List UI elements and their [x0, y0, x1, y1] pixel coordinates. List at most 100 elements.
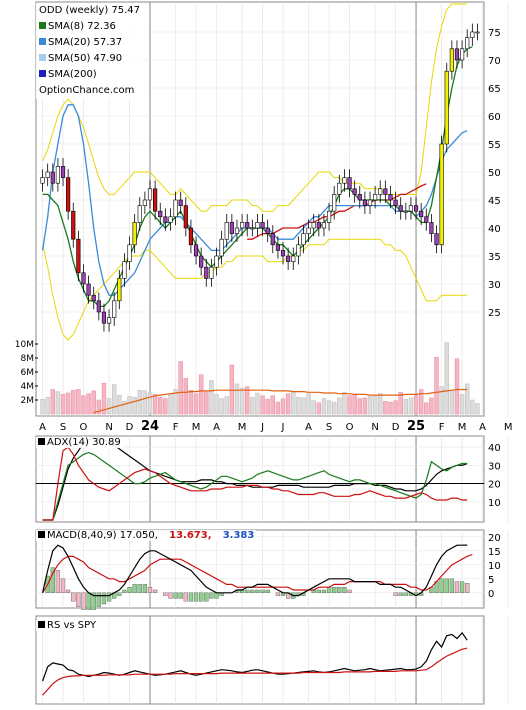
adx-tick-label: 10 — [488, 498, 501, 509]
candle-body — [357, 194, 362, 201]
macd-histogram-bar — [265, 589, 270, 593]
candle-body — [101, 311, 107, 324]
x-tick-label: M — [192, 422, 201, 433]
macd-tick-label: 20 — [488, 533, 501, 544]
macd-histogram-bar — [465, 583, 470, 593]
macd-histogram-bar — [76, 592, 81, 607]
panel-rs-frame — [35, 615, 485, 705]
candle-body — [193, 244, 199, 257]
macd-histogram-bar — [209, 592, 214, 599]
candle-body — [352, 188, 357, 195]
adx-title: ADX(14) 30.89 — [36, 437, 123, 448]
volume-bar — [357, 398, 362, 415]
candle-body — [188, 227, 194, 246]
macd-histogram-bar — [86, 592, 91, 610]
volume-bar — [398, 392, 403, 415]
volume-bar — [71, 389, 76, 415]
candle-body — [199, 255, 204, 268]
rs-series-line — [42, 631, 468, 682]
y-tick-label: 25 — [488, 308, 501, 319]
macd-histogram-bar — [81, 592, 86, 610]
adx-tick-label: 40 — [488, 443, 501, 454]
macd-histogram-bar — [214, 592, 219, 599]
candle-body — [388, 194, 393, 201]
legend-sma8: SMA(8) 72.36 — [39, 19, 140, 35]
volume-bar — [444, 342, 449, 415]
candle-body — [153, 188, 158, 212]
volume-tick-label: 8M — [21, 354, 35, 364]
y-tick-label: 30 — [488, 280, 501, 291]
candle-body — [439, 143, 444, 246]
candle-body — [465, 37, 470, 50]
volume-tick-label: 2M — [21, 396, 35, 406]
candle-body — [275, 244, 280, 251]
volume-bar — [45, 396, 50, 415]
volume-bar — [81, 395, 86, 415]
y-tick-label: 70 — [488, 56, 501, 67]
candle-body — [311, 222, 316, 229]
volume-bar — [198, 374, 204, 415]
volume-bar — [372, 396, 378, 415]
macd-histogram-bar — [321, 589, 327, 593]
macd-histogram-bar — [117, 592, 122, 596]
macd-histogram-bar — [183, 592, 188, 602]
x-tick-label: 25 — [407, 419, 425, 434]
macd-histogram-bar — [393, 592, 398, 596]
candle-body — [434, 233, 439, 246]
candle-body — [50, 171, 55, 184]
volume-bar — [137, 389, 142, 415]
x-tick-label: A — [39, 422, 46, 433]
candle-body — [204, 266, 209, 279]
candle-body — [408, 205, 414, 212]
macd-histogram-bar — [347, 589, 352, 593]
candle-body — [106, 317, 112, 324]
volume-bar — [306, 393, 311, 415]
candle-body — [270, 233, 275, 246]
volume-bar — [173, 389, 178, 415]
candle-body — [229, 222, 234, 234]
macd-title: MACD(8,40,9) 17.050, 13.673, 3.383 — [36, 530, 257, 541]
candle-body — [301, 233, 306, 246]
candle-body — [132, 222, 137, 246]
volume-bar — [55, 391, 61, 415]
volume-bar — [255, 392, 260, 415]
y-tick-label: 50 — [488, 168, 501, 179]
candle-body — [260, 222, 265, 229]
volume-bar — [117, 394, 122, 415]
volume-bar — [245, 386, 250, 415]
volume-bar — [367, 396, 373, 415]
macd-histogram-bar — [260, 589, 265, 593]
volume-bar — [60, 394, 66, 415]
legend-sma200-swatch — [39, 70, 46, 77]
candle-body — [142, 199, 147, 206]
volume-bar — [337, 397, 342, 415]
x-tick-label: A — [213, 422, 220, 433]
x-tick-label: D — [126, 422, 134, 433]
legend-sma20-swatch — [39, 38, 46, 45]
adx-title-icon — [38, 438, 45, 445]
y-tick-label: 65 — [488, 84, 501, 95]
candle-body — [449, 48, 454, 72]
macd-histogram-bar — [449, 578, 455, 593]
candle-body — [337, 182, 342, 195]
volume-bar — [183, 378, 189, 415]
volume-bar — [101, 382, 107, 415]
macd-signal-value: 13.673, — [169, 530, 212, 541]
macd-histogram-bar — [127, 587, 132, 594]
x-tick-label: O — [80, 422, 88, 433]
volume-bar — [147, 392, 153, 415]
macd-histogram-bar — [60, 578, 66, 593]
volume-bar — [40, 399, 45, 415]
candle-body — [347, 177, 352, 190]
chart-title: ODD (weekly) 75.47 — [39, 5, 141, 16]
volume-bar — [449, 389, 455, 415]
candle-body — [424, 216, 429, 223]
legend-sma200: SMA(200) — [39, 67, 140, 83]
macd-histogram-bar — [106, 592, 112, 602]
x-grid — [42, 2, 509, 704]
volume-bar — [301, 397, 306, 415]
candle-body — [40, 177, 45, 184]
adx-tick-label: 30 — [488, 461, 501, 472]
x-tick-label: M — [458, 422, 467, 433]
